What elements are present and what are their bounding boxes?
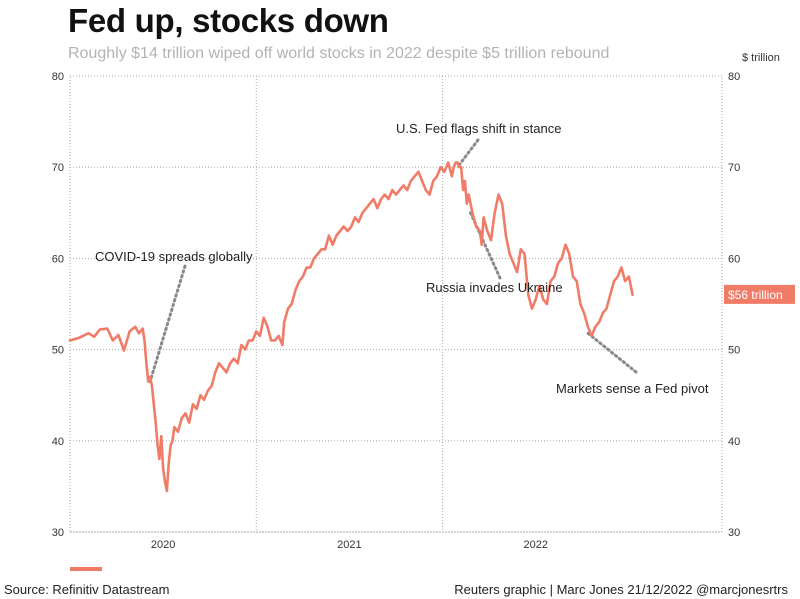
y-tick-label-left: 80 bbox=[52, 71, 64, 83]
series-layer bbox=[68, 161, 634, 493]
series-line bbox=[68, 161, 634, 493]
gridlines bbox=[69, 75, 723, 533]
legend-swatch bbox=[70, 567, 102, 571]
y-axis-unit: $ trillion bbox=[742, 52, 780, 64]
y-tick-label-left: 60 bbox=[52, 253, 64, 265]
y-tick-label-right: 40 bbox=[728, 436, 740, 448]
annotation-label: COVID-19 spreads globally bbox=[95, 249, 253, 264]
y-tick-label-left: 30 bbox=[52, 527, 64, 539]
x-tick-label: 2021 bbox=[337, 539, 361, 551]
annotation-leader bbox=[148, 264, 187, 384]
annotation-label: Markets sense a Fed pivot bbox=[556, 381, 709, 396]
x-tick-label: 2022 bbox=[523, 539, 547, 551]
x-axis: 2020 2021 2022 bbox=[151, 539, 548, 551]
annotation-label: Russia invades Ukraine bbox=[426, 280, 563, 295]
y-axis-left: 30 40 50 60 70 80 bbox=[52, 71, 64, 539]
x-tick-label: 2020 bbox=[151, 539, 175, 551]
y-tick-label-right: 50 bbox=[728, 345, 740, 357]
annotation-leader bbox=[586, 331, 638, 374]
y-tick-label-right: 70 bbox=[728, 162, 740, 174]
end-value-box bbox=[724, 284, 795, 304]
y-tick-label-right: 30 bbox=[728, 527, 740, 539]
plot-frame bbox=[69, 75, 723, 533]
annotation-label: U.S. Fed flags shift in stance bbox=[396, 121, 561, 136]
credit-note: Reuters graphic | Marc Jones 21/12/2022 … bbox=[454, 582, 788, 597]
annotations: COVID-19 spreads globally U.S. Fed flags … bbox=[95, 121, 709, 396]
y-axis-right: 30 40 50 60 70 80 bbox=[728, 71, 740, 539]
end-value-label: $56 trillion bbox=[728, 288, 783, 302]
y-tick-label-left: 40 bbox=[52, 436, 64, 448]
y-tick-label-right: 60 bbox=[728, 253, 740, 265]
source-note: Source: Refinitiv Datastream bbox=[4, 582, 170, 597]
annotation-leader bbox=[455, 138, 480, 169]
end-value-tag: $56 trillion bbox=[724, 284, 795, 304]
chart-title: Fed up, stocks down bbox=[68, 2, 389, 39]
y-tick-label-right: 80 bbox=[728, 71, 740, 83]
chart-subtitle: Roughly $14 trillion wiped off world sto… bbox=[68, 45, 610, 62]
y-tick-label-left: 50 bbox=[52, 345, 64, 357]
y-tick-label-left: 70 bbox=[52, 162, 64, 174]
